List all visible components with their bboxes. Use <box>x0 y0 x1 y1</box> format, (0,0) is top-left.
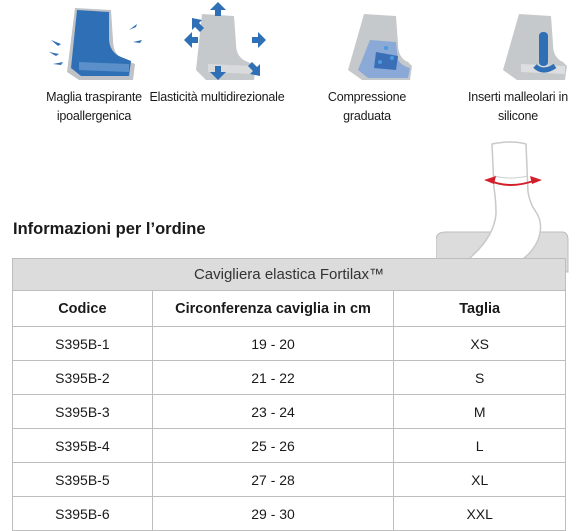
cell-circumference: 19 - 20 <box>151 326 395 361</box>
cell-size: XS <box>393 326 566 361</box>
order-table-container: Cavigliera elastica Fortilax™ Codice Cir… <box>12 258 566 531</box>
table-row: S395B-1 19 - 20 XS <box>12 326 566 361</box>
breathable-mesh-icon <box>49 8 142 80</box>
table-row: S395B-3 23 - 24 M <box>12 394 566 429</box>
product-name: Cavigliera elastica Fortilax™ <box>12 258 566 290</box>
feature-label-line-1: Compressione <box>327 90 407 104</box>
cell-size: M <box>393 394 566 429</box>
cell-code: S395B-2 <box>12 360 153 395</box>
feature-label-line-1: Elasticità multidirezionale <box>149 90 285 104</box>
table-header-row: Codice Circonferenza caviglia in cm Tagl… <box>12 290 566 327</box>
silicone-inserts-icon <box>503 14 567 80</box>
cell-code: S395B-6 <box>12 496 153 531</box>
cell-code: S395B-3 <box>12 394 153 429</box>
feature-label-line-1: Maglia traspirante <box>46 90 142 104</box>
column-header-size: Taglia <box>393 290 566 327</box>
cell-size: XXL <box>393 496 566 531</box>
cell-code: S395B-4 <box>12 428 153 463</box>
table-row: S395B-5 27 - 28 XL <box>12 462 566 497</box>
feature-silicone: Inserti malleolari in silicone <box>446 0 578 126</box>
column-header-circumference: Circonferenza caviglia in cm <box>151 290 395 327</box>
table-row: S395B-2 21 - 22 S <box>12 360 566 395</box>
graduated-compression-icon <box>348 14 412 80</box>
table-row: S395B-6 29 - 30 XXL <box>12 496 566 531</box>
cell-circumference: 21 - 22 <box>151 360 395 395</box>
order-table: Codice Circonferenza caviglia in cm Tagl… <box>12 290 566 531</box>
section-title: Informazioni per l’ordine <box>13 220 206 238</box>
table-row: S395B-4 25 - 26 L <box>12 428 566 463</box>
feature-elasticity: Elasticità multidirezionale <box>145 0 289 107</box>
cell-circumference: 23 - 24 <box>151 394 395 429</box>
cell-circumference: 27 - 28 <box>151 462 395 497</box>
column-header-code: Codice <box>12 290 153 327</box>
feature-breathable: Maglia traspirante ipoallergenica <box>22 0 166 126</box>
cell-size: XL <box>393 462 566 497</box>
feature-label-line-2: graduata <box>343 109 391 123</box>
feature-compression: Compressione graduata <box>295 0 439 126</box>
cell-circumference: 29 - 30 <box>151 496 395 531</box>
cell-circumference: 25 - 26 <box>151 428 395 463</box>
multidirectional-elasticity-icon <box>184 2 266 80</box>
feature-label-line-2: silicone <box>497 109 539 123</box>
cell-size: S <box>393 360 566 395</box>
feature-label-line-2: ipoallergenica <box>56 109 132 123</box>
cell-code: S395B-1 <box>12 326 153 361</box>
cell-code: S395B-5 <box>12 462 153 497</box>
cell-size: L <box>393 428 566 463</box>
feature-label-line-1: Inserti malleolari in <box>467 90 568 104</box>
